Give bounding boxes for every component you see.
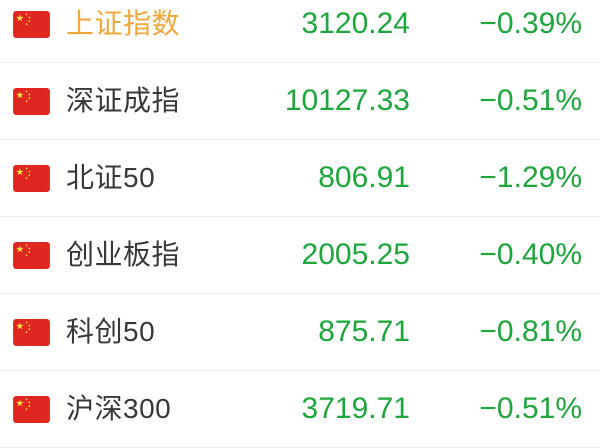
index-value: 3719.71 bbox=[301, 392, 410, 425]
china-flag-icon bbox=[13, 164, 50, 192]
index-value: 806.91 bbox=[318, 161, 410, 194]
index-value: 2005.25 bbox=[301, 238, 410, 271]
index-change: −0.81% bbox=[479, 315, 582, 348]
index-row[interactable]: 科创50 875.71 −0.81% bbox=[0, 294, 600, 371]
index-name: 科创50 bbox=[66, 316, 156, 347]
index-row[interactable]: 上证指数 3120.24 −0.39% bbox=[0, 0, 600, 63]
china-flag-icon bbox=[13, 87, 50, 115]
index-change: −0.39% bbox=[479, 7, 582, 40]
china-flag-icon bbox=[13, 10, 50, 38]
index-change: −0.51% bbox=[479, 392, 582, 425]
index-name: 北证50 bbox=[66, 162, 156, 193]
index-value: 3120.24 bbox=[301, 7, 410, 40]
china-flag-icon bbox=[13, 241, 50, 269]
index-value: 10127.33 bbox=[284, 84, 410, 117]
index-value: 875.71 bbox=[318, 315, 410, 348]
index-name: 深证成指 bbox=[66, 85, 181, 116]
index-change: −0.40% bbox=[479, 238, 582, 271]
index-change: −1.29% bbox=[479, 161, 582, 194]
index-name: 沪深300 bbox=[66, 393, 172, 424]
index-row[interactable]: 创业板指 2005.25 −0.40% bbox=[0, 217, 600, 294]
index-name: 上证指数 bbox=[66, 8, 181, 39]
index-row[interactable]: 北证50 806.91 −1.29% bbox=[0, 140, 600, 217]
index-name: 创业板指 bbox=[66, 239, 181, 270]
china-flag-icon bbox=[13, 318, 50, 346]
index-change: −0.51% bbox=[479, 84, 582, 117]
index-row[interactable]: 沪深300 3719.71 −0.51% bbox=[0, 371, 600, 448]
index-row[interactable]: 深证成指 10127.33 −0.51% bbox=[0, 63, 600, 140]
china-flag-icon bbox=[13, 395, 50, 423]
